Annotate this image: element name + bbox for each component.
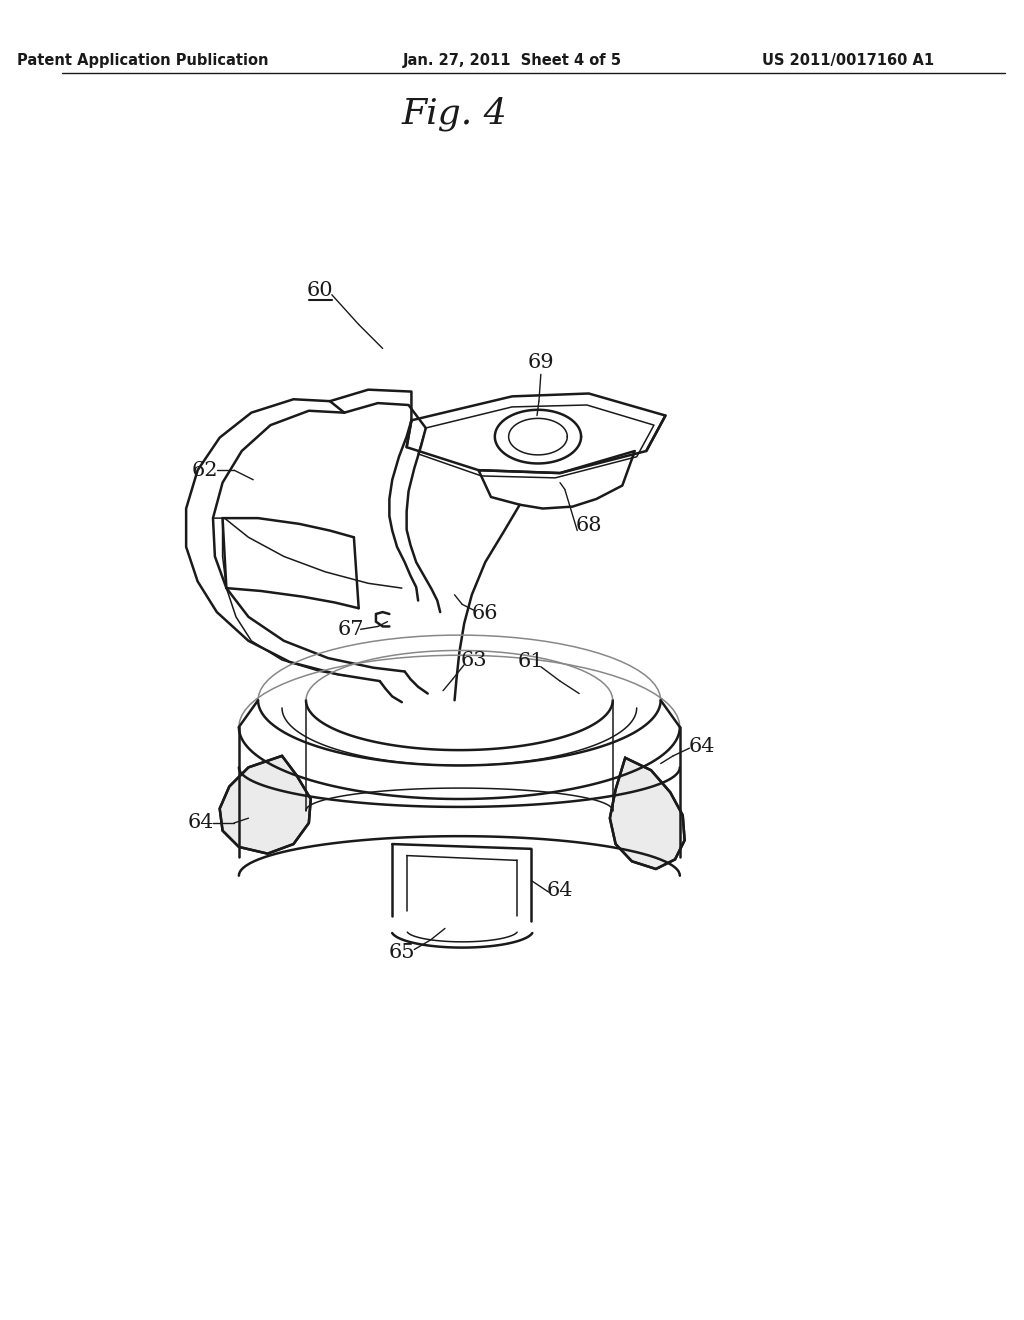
Text: US 2011/0017160 A1: US 2011/0017160 A1 [762, 53, 934, 69]
Text: 64: 64 [547, 880, 573, 899]
Polygon shape [220, 756, 310, 854]
Text: 64: 64 [187, 813, 214, 833]
Text: Fig. 4: Fig. 4 [401, 96, 508, 131]
Text: Patent Application Publication: Patent Application Publication [17, 53, 268, 69]
Text: 64: 64 [689, 737, 715, 756]
Text: 60: 60 [307, 281, 334, 301]
Text: 67: 67 [338, 620, 365, 639]
Text: 66: 66 [472, 605, 499, 623]
Text: 62: 62 [193, 461, 218, 479]
Text: Jan. 27, 2011  Sheet 4 of 5: Jan. 27, 2011 Sheet 4 of 5 [402, 53, 622, 69]
Text: 68: 68 [575, 516, 602, 536]
Text: 65: 65 [388, 942, 415, 962]
Text: 61: 61 [518, 652, 545, 672]
Polygon shape [610, 758, 685, 869]
Text: 69: 69 [527, 354, 554, 372]
Text: 63: 63 [461, 651, 487, 669]
